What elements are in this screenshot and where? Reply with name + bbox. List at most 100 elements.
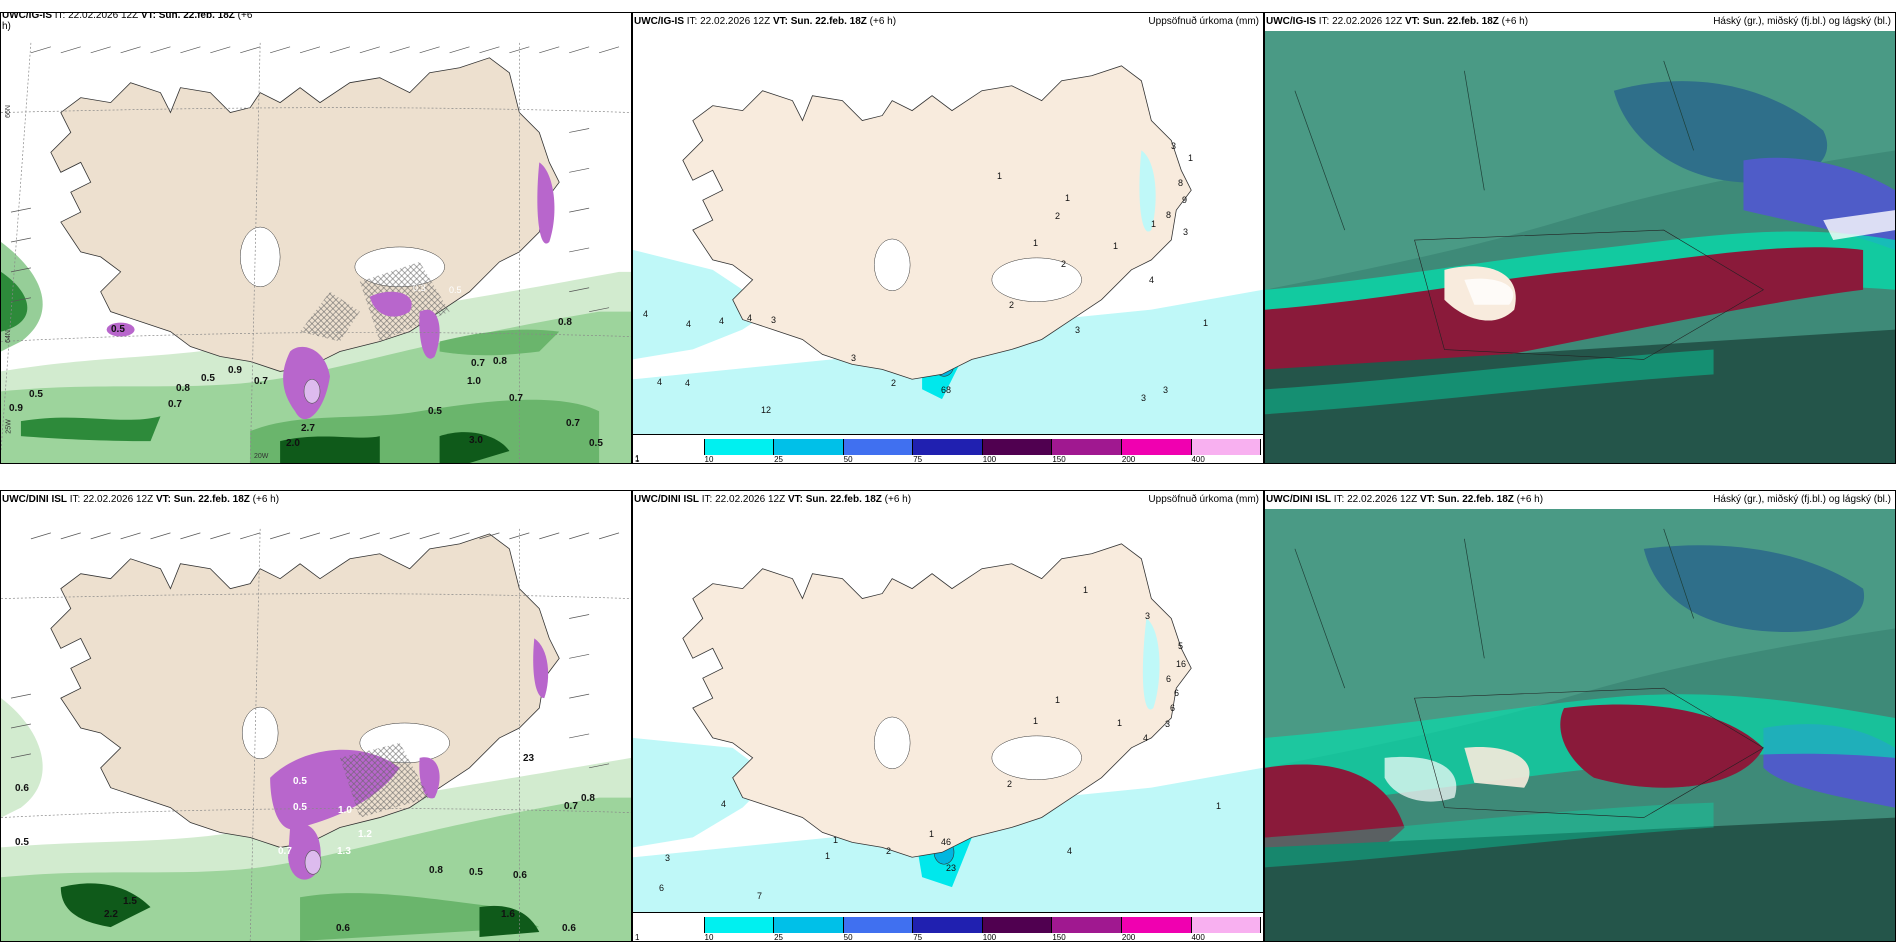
legend-tick: 1: [635, 454, 640, 463]
legend-swatch: [913, 439, 983, 455]
value-label: 16: [1176, 659, 1187, 669]
model-name: UWC/IG-IS: [634, 16, 684, 27]
value-label: 0.8: [176, 383, 190, 394]
init-time: IT: 22.02.2026 12Z: [1318, 16, 1403, 27]
value-label: 1.6: [501, 909, 515, 920]
model-name: UWC/DINI ISL: [1266, 494, 1331, 505]
legend-tick: 1: [635, 455, 640, 464]
value-label: 3: [665, 853, 671, 863]
value-label: 0.7: [566, 418, 580, 429]
valid-time: Sun. 22.feb. 18Z: [1437, 494, 1514, 505]
legend-tick: 400: [1191, 455, 1205, 464]
value-label: 0.6: [15, 783, 29, 794]
value-label: 4: [657, 377, 663, 387]
panel-dini-wind: UWC/DINI ISL IT: 22.02.2026 12Z VT: Sun.…: [0, 490, 632, 942]
value-label: 1: [1188, 153, 1194, 163]
value-label: 0.6: [336, 923, 350, 934]
legend-tick: 75: [913, 455, 923, 464]
init-time: IT: 22.02.2026 12Z: [701, 494, 786, 505]
value-label: 0.7: [509, 393, 523, 404]
value-label: 2.7: [301, 423, 315, 434]
legend-colorbar: [635, 917, 1262, 933]
value-label: 1: [1065, 193, 1071, 203]
value-label: 1: [1117, 718, 1123, 728]
value-label: 0.5: [469, 867, 483, 878]
legend-swatch: [704, 917, 775, 933]
value-label: 0.7: [254, 376, 268, 387]
value-label: 4: [747, 313, 753, 323]
panel-igis-wind: UWC/IG-IS IT: 22.02.2026 12Z VT: Sun. 22…: [0, 12, 632, 464]
valid-time: Sun. 22.feb. 18Z: [1422, 16, 1499, 27]
value-label: 46: [941, 837, 952, 847]
value-label: 0.6: [562, 923, 576, 934]
legend-swatch: [1191, 917, 1262, 933]
legend-tick: 1: [635, 933, 640, 942]
init-time: IT: 22.02.2026 12Z: [69, 494, 154, 505]
lead-time: (+6: [237, 12, 253, 21]
lead-time-cont: h): [2, 21, 11, 32]
value-label: 0.5: [15, 837, 29, 848]
value-label: 4: [643, 309, 649, 319]
panel-dini-clouds: UWC/DINI ISL IT: 22.02.2026 12Z VT: Sun.…: [1264, 490, 1896, 942]
panel-header: UWC/IG-IS IT: 22.02.2026 12Z VT: Sun. 22…: [1265, 13, 1895, 31]
legend-swatch: [1121, 917, 1192, 933]
model-name: UWC/DINI ISL: [634, 494, 699, 505]
legend-swatch: [843, 917, 914, 933]
model-name: UWC/DINI ISL: [2, 494, 67, 505]
value-label: 4: [719, 316, 725, 326]
precip-legend: 1 10 25 50 75 100 150 200 400: [633, 912, 1263, 941]
legend-swatch: [774, 439, 844, 455]
legend-swatch: [635, 917, 705, 933]
value-label: 12: [761, 405, 772, 415]
panel-igis-precip: UWC/IG-IS IT: 22.02.2026 12Z VT: Sun. 22…: [632, 12, 1264, 464]
value-label: 23: [523, 753, 535, 764]
value-label: 0.3: [413, 283, 426, 293]
field-title: Uppsöfnuð úrkoma (mm): [1148, 494, 1259, 505]
wind-precip-map: [1, 13, 631, 463]
value-label: 3: [851, 353, 857, 363]
model-name: UWC/IG-IS: [1266, 16, 1316, 27]
panel-header: UWC/IG-IS IT: 22.02.2026 12Z VT: Sun. 22…: [1, 12, 631, 36]
value-label: 23: [946, 863, 957, 873]
value-label: 1: [997, 171, 1003, 181]
panel-igis-clouds: UWC/IG-IS IT: 22.02.2026 12Z VT: Sun. 22…: [1264, 12, 1896, 464]
legend-swatch: [982, 439, 1053, 455]
lead-time: (+6 h): [884, 494, 912, 505]
valid-label: VT:: [787, 494, 803, 505]
legend-swatch: [913, 917, 983, 933]
lat-label: 64N: [4, 330, 12, 343]
field-title: Háský (gr.), miðský (fj.bl.) og lágský (…: [1713, 16, 1891, 27]
value-label: 0.8: [493, 356, 507, 367]
lon-label: 25W: [5, 419, 13, 434]
value-label: 8: [1178, 178, 1184, 188]
value-label: 4: [1067, 846, 1073, 856]
value-label: 8: [1166, 210, 1172, 220]
legend-tick: 150: [1052, 455, 1066, 464]
lead-time: (+6 h): [1516, 494, 1544, 505]
value-label: 1.0: [338, 805, 352, 816]
value-label: 0.8: [558, 317, 572, 328]
wind-precip-map: [1, 509, 631, 941]
init-time: IT: 22.02.2026 12Z: [54, 12, 139, 21]
value-label: 1: [1033, 238, 1039, 248]
value-label: 0.7: [564, 801, 578, 812]
lead-time: (+6 h): [869, 16, 897, 27]
value-label: 0.5: [201, 373, 215, 384]
panel-header: UWC/DINI ISL IT: 22.02.2026 12Z VT: Sun.…: [633, 491, 1263, 509]
value-label: 1: [929, 829, 935, 839]
value-label: 0.8: [429, 865, 443, 876]
init-time: IT: 22.02.2026 12Z: [686, 16, 771, 27]
value-label: 1: [833, 835, 839, 845]
precip-map: [633, 31, 1263, 435]
value-label: 6: [1166, 674, 1172, 684]
legend-tick: 50: [843, 455, 853, 464]
panel-header: UWC/DINI ISL IT: 22.02.2026 12Z VT: Sun.…: [1, 491, 631, 509]
lon-label: 20W: [254, 453, 269, 460]
value-label: 2.2: [104, 909, 118, 920]
legend-tick: 25: [774, 455, 784, 464]
value-label: 2: [1055, 211, 1061, 221]
legend-tick: 10: [704, 933, 714, 942]
value-label: 0.7: [168, 399, 182, 410]
value-label: 6: [1170, 703, 1176, 713]
panel-header: UWC/DINI ISL IT: 22.02.2026 12Z VT: Sun.…: [1265, 491, 1895, 509]
